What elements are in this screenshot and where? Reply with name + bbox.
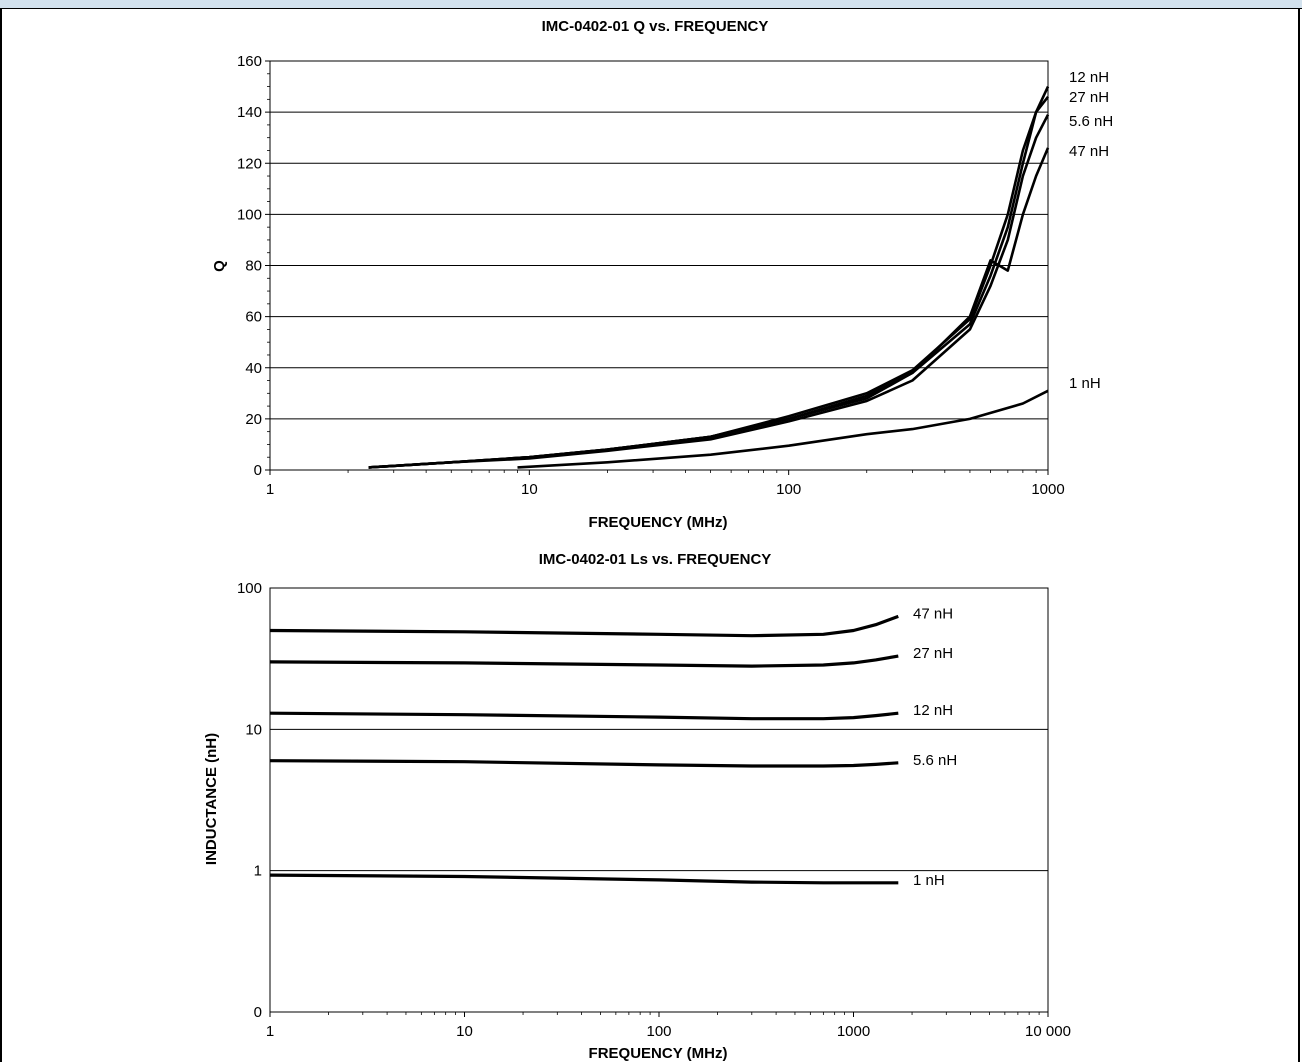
q-plot-area bbox=[269, 60, 1049, 471]
ls-chart-title: IMC-0402-01 Ls vs. FREQUENCY bbox=[539, 551, 772, 568]
q-xtick-label: 1000 bbox=[1031, 481, 1064, 498]
ls-ytick-label: 0 bbox=[254, 1004, 262, 1021]
q-ytick-label: 100 bbox=[237, 206, 262, 223]
q-series-label: 1 nH bbox=[1069, 375, 1101, 392]
ls-series-line bbox=[269, 873, 899, 885]
q-series-line bbox=[517, 389, 1049, 469]
q-series-label: 12 nH bbox=[1069, 69, 1109, 86]
ls-xtick-label: 1000 bbox=[837, 1023, 870, 1040]
q-series-line bbox=[368, 147, 1050, 469]
header-band bbox=[0, 0, 1302, 9]
q-series-line bbox=[368, 96, 1050, 469]
ls-xtick-label: 10 000 bbox=[1025, 1023, 1071, 1040]
ls-series-label: 12 nH bbox=[913, 702, 953, 719]
ls-series-line bbox=[269, 711, 899, 721]
q-ytick-label: 40 bbox=[245, 360, 262, 377]
q-series-line bbox=[368, 114, 1050, 469]
q-ytick-label: 60 bbox=[245, 309, 262, 326]
q-ytick-label: 20 bbox=[245, 411, 262, 428]
ls-series-line bbox=[269, 759, 899, 768]
q-xtick-label: 10 bbox=[521, 481, 538, 498]
ls-ytick-label: 100 bbox=[237, 580, 262, 597]
ls-series-label: 47 nH bbox=[913, 605, 953, 622]
ls-ytick-label: 1 bbox=[254, 863, 262, 880]
q-xtick-label: 1 bbox=[266, 481, 274, 498]
ls-xtick-label: 10 bbox=[456, 1023, 473, 1040]
q-series-line bbox=[368, 86, 1050, 469]
q-series-label: 5.6 nH bbox=[1069, 113, 1113, 130]
ls-chart-xlabel: FREQUENCY (MHz) bbox=[589, 1045, 728, 1062]
ls-series-label: 1 nH bbox=[913, 872, 945, 889]
q-xtick-label: 100 bbox=[776, 481, 801, 498]
q-chart-xlabel: FREQUENCY (MHz) bbox=[589, 514, 728, 531]
ls-series-line bbox=[269, 614, 899, 638]
q-ytick-label: 160 bbox=[237, 53, 262, 70]
q-chart-title: IMC-0402-01 Q vs. FREQUENCY bbox=[542, 18, 769, 35]
ls-series-label: 27 nH bbox=[913, 645, 953, 662]
q-ytick-label: 0 bbox=[254, 462, 262, 479]
q-series-label: 27 nH bbox=[1069, 89, 1109, 106]
q-ytick-label: 120 bbox=[237, 155, 262, 172]
ls-series-line bbox=[269, 654, 899, 668]
q-series-label: 47 nH bbox=[1069, 143, 1109, 160]
ls-ytick-label: 10 bbox=[245, 721, 262, 738]
q-ytick-label: 80 bbox=[245, 258, 262, 275]
q-chart-ylabel: Q bbox=[211, 260, 228, 272]
ls-series-label: 5.6 nH bbox=[913, 752, 957, 769]
ls-plot-area bbox=[269, 587, 1049, 1013]
ls-chart-ylabel: INDUCTANCE (nH) bbox=[203, 733, 220, 865]
q-ytick-label: 140 bbox=[237, 104, 262, 121]
ls-xtick-label: 100 bbox=[646, 1023, 671, 1040]
ls-xtick-label: 1 bbox=[266, 1023, 274, 1040]
